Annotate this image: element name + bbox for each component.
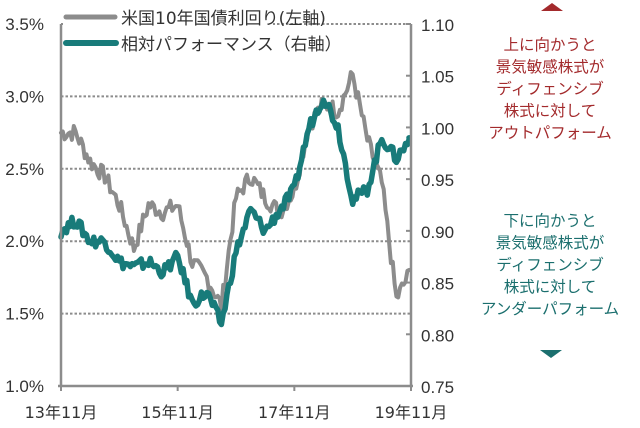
legend-label-yield: 米国10年国債利回り(左軸) [121,9,326,29]
up-arrow-icon [541,3,563,11]
annotation-line: 株式に対して [503,102,597,120]
x-axis-ticks: 13年11月 15年11月 17年11月 19年11月 [25,386,448,422]
x-tick-label: 19年11月 [375,403,448,422]
annotation-line: 上に向かうと [503,36,597,54]
left-tick-label: 3.0% [5,87,44,106]
left-tick-label: 1.0% [5,377,44,396]
right-tick-label: 0.85 [421,275,454,294]
left-tick-label: 2.5% [5,160,44,179]
right-tick-label: 1.00 [421,119,454,138]
right-tick-label: 1.05 [421,68,454,87]
right-axis-ticks: 1.10 1.05 1.00 0.95 0.90 0.85 0.80 0.75 [406,16,454,397]
left-tick-label: 2.0% [5,232,44,251]
x-tick-label: 17年11月 [258,403,331,422]
annotation-underperform: 下に向かうと 景気敏感株式が ディフェンシブ 株式に対して アンダーパフォーム [460,210,640,320]
down-arrow-icon [540,350,562,358]
relative-performance-line [58,97,412,328]
axes [58,24,413,388]
annotation-line: アンダーパフォーム [480,300,620,318]
annotation-line: 景気敏感株式が [495,234,605,252]
left-tick-label: 1.5% [5,305,44,324]
legend-label-relative: 相対パフォーマンス（右軸） [121,35,342,55]
legend: 米国10年国債利回り(左軸) 相対パフォーマンス（右軸） [63,5,342,55]
annotation-line: ディフェンシブ [496,80,604,98]
right-tick-label: 0.80 [421,326,454,345]
right-tick-label: 0.95 [421,171,454,190]
annotation-line: ディフェンシブ [496,256,604,274]
left-tick-label: 3.5% [5,15,44,34]
right-tick-label: 0.75 [421,378,454,397]
right-tick-label: 1.10 [421,16,454,35]
right-tick-label: 0.90 [421,223,454,242]
annotation-line: アウトパフォーム [488,124,612,142]
gridlines [61,23,411,315]
annotation-line: 下に向かうと [503,212,597,230]
annotation-line: 景気敏感株式が [495,58,605,76]
left-axis-ticks: 3.5% 3.0% 2.5% 2.0% 1.5% 1.0% [5,15,44,396]
series-lines [58,70,412,328]
x-tick-label: 13年11月 [25,403,98,422]
yield-line [59,70,412,313]
annotation-outperform: 上に向かうと 景気敏感株式が ディフェンシブ 株式に対して アウトパフォーム [460,34,640,144]
annotation-line: 株式に対して [503,278,597,296]
x-tick-label: 15年11月 [141,403,214,422]
